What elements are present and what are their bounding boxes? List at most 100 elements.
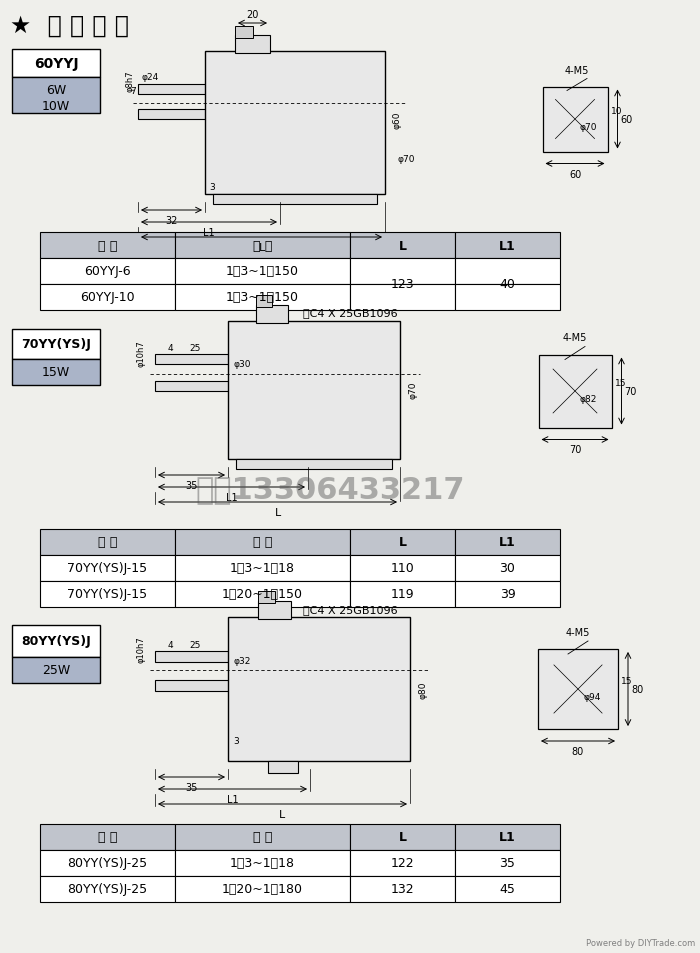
Bar [175, 258, 350, 285]
Text: 30: 30 [500, 562, 515, 575]
Text: 6W: 6W [46, 85, 66, 97]
Circle shape [566, 112, 584, 129]
Text: φ60: φ60 [393, 112, 402, 129]
Text: L1: L1 [499, 536, 516, 549]
Text: 1：3~1：18: 1：3~1：18 [230, 562, 295, 575]
Bar [12, 658, 100, 683]
Text: L1: L1 [203, 228, 215, 237]
Bar [350, 530, 455, 556]
Text: φ24: φ24 [141, 73, 159, 82]
Text: L1: L1 [499, 239, 516, 253]
Bar [40, 876, 175, 902]
Text: L: L [398, 831, 407, 843]
Text: 70: 70 [624, 387, 637, 396]
Bar [350, 258, 455, 285]
Circle shape [547, 140, 554, 149]
Text: φ32: φ32 [233, 657, 251, 665]
Text: φ8h7: φ8h7 [125, 70, 134, 91]
Bar [258, 601, 291, 619]
Text: 速 比: 速 比 [253, 239, 272, 253]
Text: 25W: 25W [42, 664, 70, 677]
Text: 80: 80 [572, 746, 584, 757]
Bar [175, 233, 350, 258]
Bar [12, 78, 100, 113]
Bar [205, 52, 385, 194]
Text: 3: 3 [233, 737, 239, 745]
Text: L: L [398, 536, 407, 549]
Bar [258, 592, 275, 603]
Bar [155, 381, 230, 392]
Text: 4-M5: 4-M5 [563, 334, 587, 343]
Text: 70YY(YS)J-15: 70YY(YS)J-15 [67, 588, 148, 601]
Circle shape [573, 117, 577, 122]
Text: 速 比: 速 比 [253, 536, 272, 549]
Text: 型 号: 型 号 [98, 536, 117, 549]
Bar [268, 761, 298, 773]
Text: φ70: φ70 [580, 123, 598, 132]
Bar [175, 581, 350, 607]
Text: 25: 25 [189, 640, 201, 649]
Text: L: L [258, 243, 265, 253]
Text: 80YY(YS)J-25: 80YY(YS)J-25 [67, 882, 148, 896]
Text: 1：20~1：180: 1：20~1：180 [222, 882, 303, 896]
Bar [538, 649, 618, 729]
Text: 1：3~1：150: 1：3~1：150 [226, 292, 299, 304]
Circle shape [568, 679, 589, 700]
Text: 10: 10 [610, 108, 622, 116]
Text: 45: 45 [500, 882, 515, 896]
Text: 15: 15 [615, 379, 626, 388]
Text: 80YY(YS)J: 80YY(YS)J [21, 635, 91, 648]
Text: 4-M5: 4-M5 [566, 627, 590, 638]
Text: 70YY(YS)J: 70YY(YS)J [21, 338, 91, 351]
Circle shape [566, 382, 584, 401]
Bar [40, 556, 175, 581]
Circle shape [599, 359, 608, 367]
Bar [350, 581, 455, 607]
Bar [455, 258, 560, 285]
Text: 39: 39 [500, 588, 515, 601]
Bar [228, 322, 400, 459]
Bar [12, 50, 100, 78]
Bar [350, 876, 455, 902]
Text: 4-M5: 4-M5 [565, 66, 589, 75]
Text: φ94: φ94 [583, 693, 601, 701]
Text: 40: 40 [500, 278, 515, 292]
Bar [235, 27, 253, 39]
Bar [138, 85, 207, 95]
Bar [175, 556, 350, 581]
Bar [455, 850, 560, 876]
Text: 型 号: 型 号 [98, 239, 117, 253]
Bar [155, 680, 230, 691]
Text: 15W: 15W [42, 366, 70, 379]
Text: 3: 3 [209, 182, 215, 192]
Bar [235, 36, 270, 54]
Text: 键C4 X 25GB1096: 键C4 X 25GB1096 [302, 308, 398, 317]
Text: L1: L1 [227, 794, 238, 804]
Text: 25: 25 [189, 344, 201, 353]
Bar [175, 824, 350, 850]
Text: 10W: 10W [42, 99, 70, 112]
Bar [175, 850, 350, 876]
Bar [236, 459, 392, 470]
Bar [256, 295, 272, 308]
Text: 35: 35 [186, 480, 197, 491]
Bar [350, 233, 455, 258]
Text: 20: 20 [246, 10, 259, 20]
Text: φ30: φ30 [233, 359, 251, 369]
Text: 70: 70 [569, 445, 581, 455]
Text: Powered by DIYTrade.com: Powered by DIYTrade.com [586, 938, 695, 947]
Text: 119: 119 [391, 588, 414, 601]
Text: 1：20~1：150: 1：20~1：150 [222, 588, 303, 601]
Bar [40, 258, 175, 285]
Text: 7: 7 [130, 87, 136, 95]
Bar [455, 581, 560, 607]
Text: 魏博13306433217: 魏博13306433217 [195, 475, 465, 504]
Text: 4: 4 [167, 344, 173, 353]
Circle shape [575, 687, 580, 692]
Text: φ70: φ70 [397, 155, 414, 164]
Bar [455, 530, 560, 556]
Bar [12, 625, 100, 658]
Bar [155, 651, 230, 662]
Bar [40, 285, 175, 311]
Text: φ82: φ82 [580, 395, 597, 404]
